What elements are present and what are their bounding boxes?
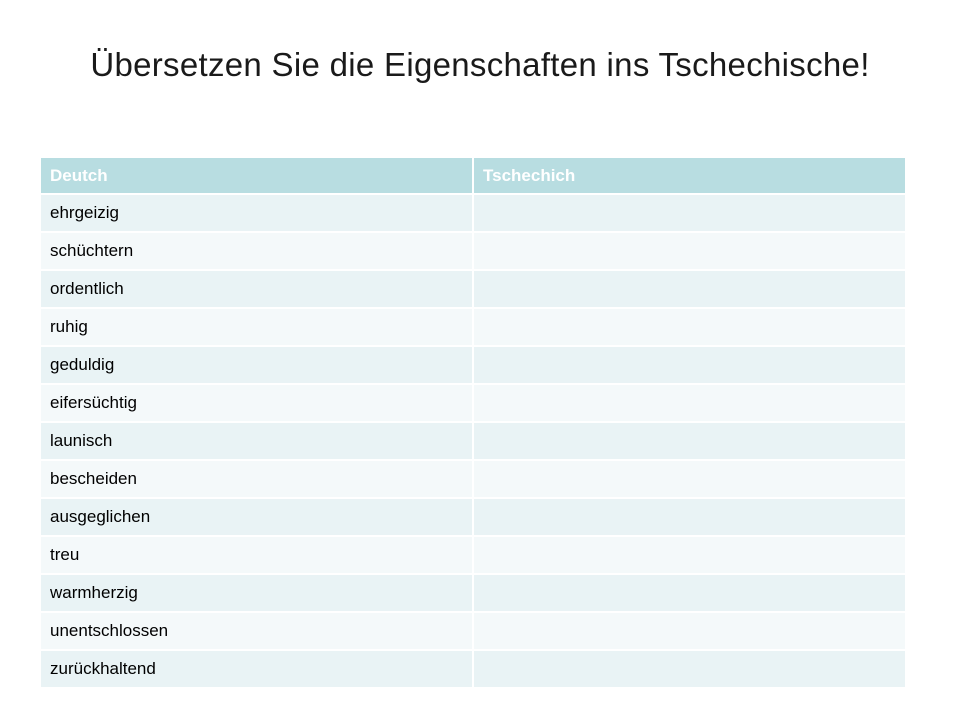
table-row: geduldig: [41, 347, 905, 383]
cell-czech-translation[interactable]: [474, 385, 905, 421]
table-header-row: Deutch Tschechich: [41, 158, 905, 193]
cell-german-word: unentschlossen: [41, 613, 472, 649]
cell-german-word: schüchtern: [41, 233, 472, 269]
header-czech: Tschechich: [474, 158, 905, 193]
table-row: launisch: [41, 423, 905, 459]
cell-german-word: ruhig: [41, 309, 472, 345]
cell-czech-translation[interactable]: [474, 499, 905, 535]
table-row: zurückhaltend: [41, 651, 905, 687]
vocabulary-table: Deutch Tschechich ehrgeizig schüchtern ord…: [39, 156, 907, 689]
cell-german-word: bescheiden: [41, 461, 472, 497]
cell-german-word: ehrgeizig: [41, 195, 472, 231]
cell-czech-translation[interactable]: [474, 613, 905, 649]
table-row: bescheiden: [41, 461, 905, 497]
cell-german-word: ordentlich: [41, 271, 472, 307]
cell-czech-translation[interactable]: [474, 537, 905, 573]
table-row: warmherzig: [41, 575, 905, 611]
table-row: schüchtern: [41, 233, 905, 269]
cell-czech-translation[interactable]: [474, 423, 905, 459]
cell-german-word: eifersüchtig: [41, 385, 472, 421]
cell-german-word: treu: [41, 537, 472, 573]
cell-german-word: zurückhaltend: [41, 651, 472, 687]
table-row: eifersüchtig: [41, 385, 905, 421]
cell-czech-translation[interactable]: [474, 233, 905, 269]
slide-title: Übersetzen Sie die Eigenschaften ins Tsc…: [90, 46, 870, 83]
table-row: ehrgeizig: [41, 195, 905, 231]
cell-czech-translation[interactable]: [474, 195, 905, 231]
cell-czech-translation[interactable]: [474, 309, 905, 345]
table-row: treu: [41, 537, 905, 573]
cell-czech-translation[interactable]: [474, 271, 905, 307]
table-row: ruhig: [41, 309, 905, 345]
table-body: ehrgeizig schüchtern ordentlich ruhig geduld…: [41, 195, 905, 687]
cell-czech-translation[interactable]: [474, 575, 905, 611]
cell-german-word: ausgeglichen: [41, 499, 472, 535]
cell-czech-translation[interactable]: [474, 347, 905, 383]
table-row: ordentlich: [41, 271, 905, 307]
table-row: unentschlossen: [41, 613, 905, 649]
header-german: Deutch: [41, 158, 472, 193]
cell-german-word: launisch: [41, 423, 472, 459]
cell-german-word: warmherzig: [41, 575, 472, 611]
table-row: ausgeglichen: [41, 499, 905, 535]
cell-german-word: geduldig: [41, 347, 472, 383]
cell-czech-translation[interactable]: [474, 651, 905, 687]
cell-czech-translation[interactable]: [474, 461, 905, 497]
